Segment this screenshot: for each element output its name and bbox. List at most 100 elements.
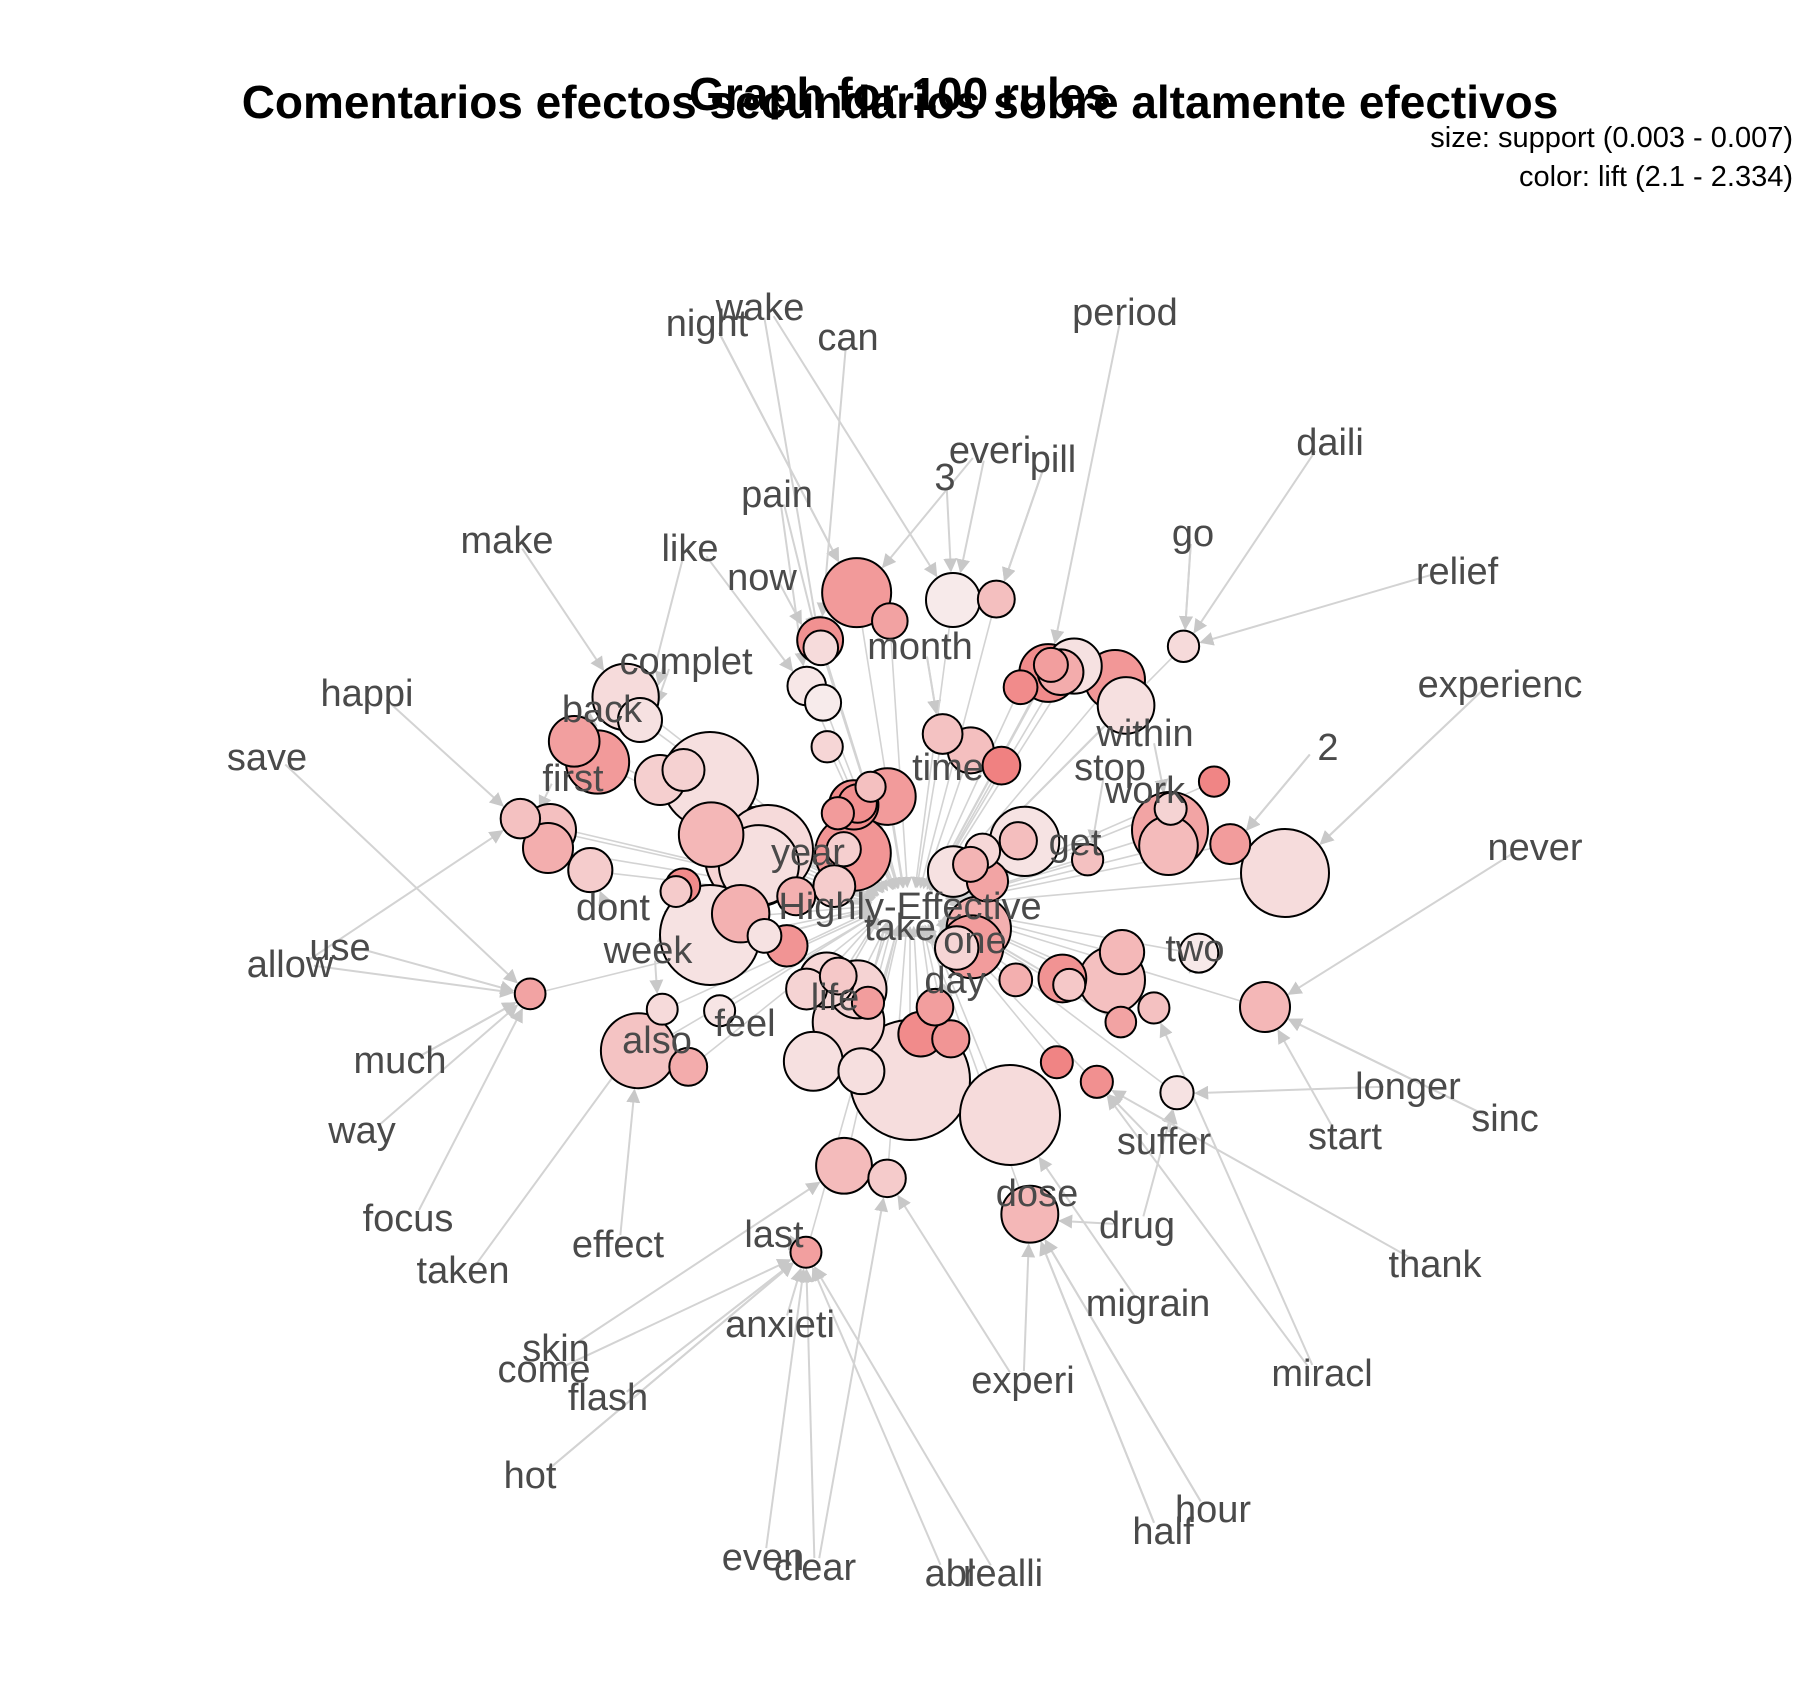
item-label-allow: allow <box>247 944 334 986</box>
item-label-skin: skin <box>522 1328 590 1370</box>
item-label-2: 2 <box>1317 727 1338 769</box>
edge-skin <box>575 1181 821 1345</box>
edge-like <box>705 555 794 672</box>
edge-rule-77-to-central <box>946 863 1074 904</box>
item-label-start: start <box>1308 1116 1382 1158</box>
rule-node-31 <box>810 730 844 764</box>
edge-hour <box>1044 1239 1202 1502</box>
edge-abl <box>811 1267 942 1566</box>
item-label-anxieti: anxieti <box>725 1304 835 1346</box>
rule-node-25 <box>1137 991 1171 1025</box>
item-label-work: work <box>1104 770 1186 812</box>
rule-node-21 <box>645 992 679 1026</box>
rule-node-70 <box>804 683 843 722</box>
edge-now <box>779 584 803 626</box>
rule-node-96 <box>1098 928 1146 976</box>
edge-allow <box>309 830 504 961</box>
item-label-time: time <box>912 747 984 789</box>
item-label-can: can <box>817 317 878 359</box>
edge-come <box>565 1259 792 1367</box>
item-label-hot: hot <box>504 1455 557 1497</box>
rule-node-4 <box>1240 828 1330 918</box>
edge-3 <box>943 487 958 573</box>
legend-color: color: lift (2.1 - 2.334) <box>1519 161 1793 193</box>
item-label-life: life <box>811 977 860 1019</box>
edge-never <box>1287 851 1515 995</box>
rule-node-14 <box>522 822 574 874</box>
edge-clear <box>799 1268 816 1559</box>
edge-use <box>363 948 515 995</box>
edge-everi <box>881 457 974 569</box>
rule-node-43 <box>820 796 855 831</box>
rule-node-50 <box>998 821 1038 861</box>
item-label-3: 3 <box>934 457 955 499</box>
item-label-longer: longer <box>1355 1066 1461 1108</box>
edge-experi <box>1021 1243 1036 1372</box>
item-label-everi: everi <box>949 430 1031 472</box>
rule-node-30 <box>825 831 862 868</box>
item-label-feel: feel <box>714 1003 775 1045</box>
edge-2 <box>1246 753 1311 831</box>
rule-node-22 <box>867 1158 907 1199</box>
edge-miracl <box>1106 1095 1309 1367</box>
rule-node-83 <box>815 1136 873 1195</box>
item-label-take: take <box>864 907 936 949</box>
rule-node-98 <box>659 875 693 909</box>
item-label-also: also <box>622 1020 692 1062</box>
rule-node-87 <box>981 745 1022 786</box>
item-label-make: make <box>461 520 554 562</box>
edge-rule-56-to-central <box>861 626 908 889</box>
plot-title: Comentarios efectos secundarios sobre al… <box>242 76 1559 128</box>
edge-night <box>718 332 840 563</box>
rule-node-47 <box>668 1046 709 1087</box>
rule-node-91 <box>567 846 614 894</box>
edge-experi <box>897 1194 1012 1374</box>
item-label-taken: taken <box>417 1250 510 1292</box>
edge-much <box>420 1001 517 1057</box>
item-label-year: year <box>771 832 845 874</box>
rule-node-16 <box>1239 981 1291 1033</box>
rule-node-48 <box>933 925 980 971</box>
edge-everi <box>956 460 985 574</box>
rule-node-97 <box>871 602 909 640</box>
item-label-go: go <box>1172 513 1214 555</box>
edge-rule-4-to-central <box>948 877 1242 910</box>
edge-wake <box>772 315 938 578</box>
item-label-clear: clear <box>774 1547 857 1589</box>
edge-like <box>643 558 684 699</box>
edge-within <box>1153 743 1169 794</box>
edge-migrain <box>1038 1156 1136 1297</box>
rule-node-54 <box>1079 1064 1114 1099</box>
edge-start <box>1277 1029 1335 1129</box>
edge-stop <box>1087 777 1105 845</box>
edge-half <box>1039 1241 1155 1524</box>
edge-drug <box>1058 1214 1114 1229</box>
rule-node-13 <box>617 697 663 743</box>
rule-node-51 <box>599 1012 677 1090</box>
rule-node-45 <box>915 987 955 1027</box>
item-label-abl: abl <box>925 1553 976 1595</box>
rule-node-55 <box>703 994 737 1028</box>
item-label-thank: thank <box>1389 1244 1483 1286</box>
item-label-within: within <box>1095 713 1193 755</box>
edge-save <box>284 763 518 984</box>
item-label-suffer: suffer <box>1117 1121 1212 1163</box>
rule-node-35 <box>1197 765 1231 798</box>
rule-node-3 <box>959 1064 1061 1166</box>
edge-period <box>1050 322 1121 645</box>
item-label-get: get <box>1049 822 1102 864</box>
rule-node-93 <box>1052 967 1087 1002</box>
rule-node-86 <box>952 845 989 883</box>
rule-node-66 <box>1209 823 1252 866</box>
rule-node-75 <box>782 1030 844 1092</box>
edge-thank <box>1111 1089 1415 1261</box>
rule-node-62 <box>661 748 706 793</box>
item-label-happi: happi <box>321 673 414 715</box>
edge-go <box>1179 543 1193 631</box>
item-label-use: use <box>309 927 370 969</box>
item-label-pill: pill <box>1030 439 1076 481</box>
edge-make <box>521 548 605 671</box>
edge-flash <box>626 1262 794 1393</box>
rule-node-65 <box>998 962 1034 998</box>
